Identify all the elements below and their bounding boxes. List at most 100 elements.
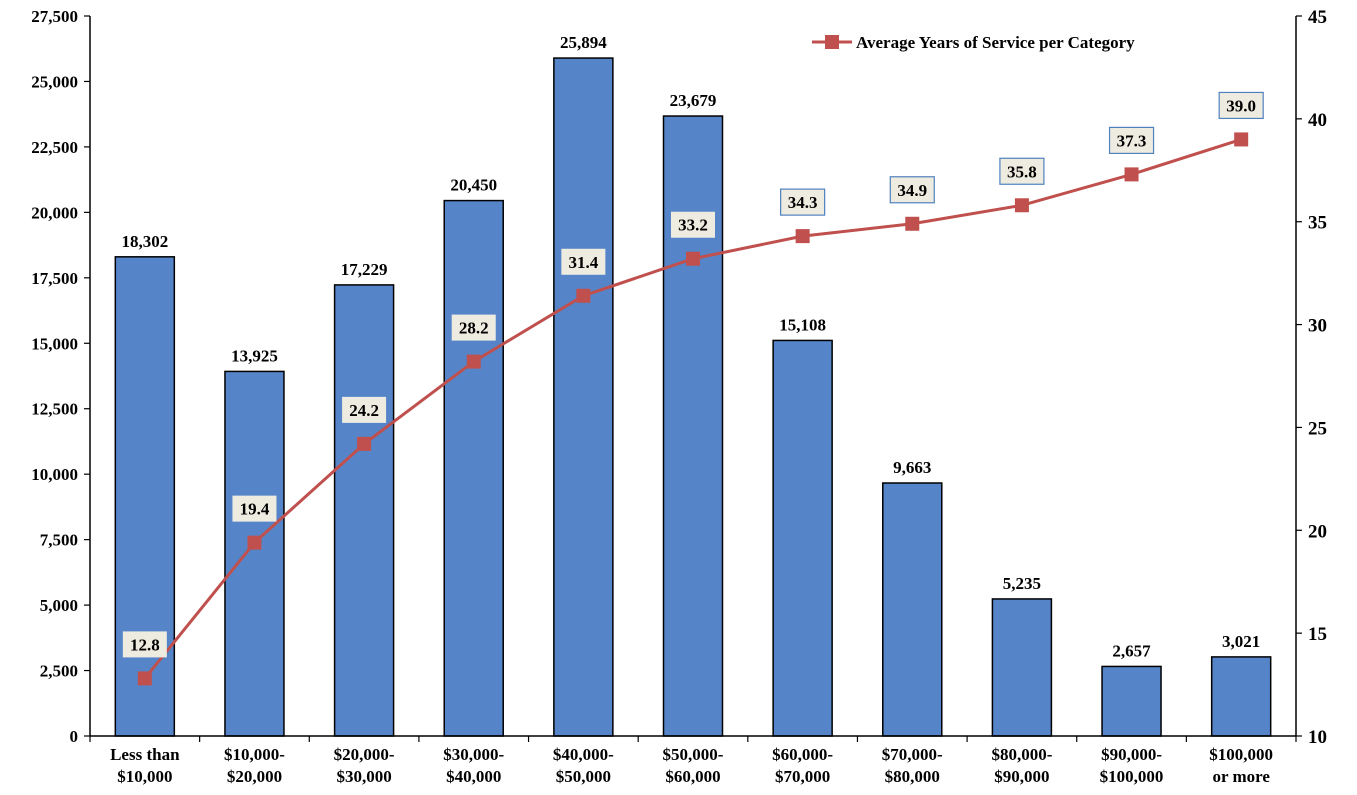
axes-layer: 0 2,500 5,000 7,500 10,000 12,500 15,000 17,500…	[31, 7, 1327, 786]
line-label-box	[780, 188, 826, 216]
right-tick-label: 45	[1308, 7, 1327, 28]
left-tick-label: 5,000	[40, 596, 78, 615]
right-tick-label: 30	[1308, 316, 1327, 337]
left-tick-label: 22,500	[31, 138, 78, 157]
line-marker	[795, 229, 810, 244]
category-label: $90,000	[994, 767, 1049, 786]
bar-value-label: 9,663	[893, 458, 931, 477]
category-label: $100,000	[1209, 745, 1273, 764]
category-label: $10,000	[117, 767, 172, 786]
bar-value-label: 20,450	[450, 176, 497, 195]
line-marker	[466, 354, 481, 369]
category-label: $30,000-	[443, 745, 504, 764]
category-label: $80,000-	[991, 745, 1052, 764]
line-value-label: 34.3	[788, 193, 818, 212]
bar	[1101, 665, 1162, 737]
right-tick-label: 20	[1308, 521, 1327, 542]
category-label: $70,000	[775, 767, 830, 786]
line-value-label: 33.2	[678, 216, 708, 235]
line-marker	[1014, 198, 1029, 213]
line-value-label: 28.2	[459, 319, 489, 338]
right-tick-label: 40	[1308, 110, 1327, 131]
bar	[333, 284, 395, 737]
line-marker	[247, 535, 262, 550]
left-tick-label: 25,000	[31, 72, 78, 91]
category-label: $80,000	[885, 767, 940, 786]
bar	[114, 256, 176, 737]
bar	[224, 370, 285, 737]
line-marker	[137, 671, 152, 686]
category-label: $40,000-	[553, 745, 614, 764]
line-label-box	[889, 176, 935, 204]
category-label: $60,000	[665, 767, 720, 786]
category-label: $30,000	[336, 767, 391, 786]
line-value-label: 34.9	[897, 181, 927, 200]
line-label-box	[1108, 126, 1155, 155]
left-tick-label: 17,500	[31, 269, 78, 288]
line-value-label: 19.4	[240, 500, 270, 519]
line-marker	[686, 251, 700, 266]
line-label-box	[999, 157, 1045, 185]
bar-value-label: 15,108	[779, 315, 826, 334]
left-tick-label: 15,000	[31, 334, 78, 353]
left-tick-label: 20,000	[31, 203, 78, 222]
line-value-label: 31.4	[568, 253, 598, 272]
line-value-label: 37.3	[1117, 131, 1147, 150]
bar	[991, 598, 1053, 737]
bar-value-label: 2,657	[1112, 641, 1151, 660]
line-marker	[1234, 132, 1249, 147]
bar	[443, 199, 504, 737]
bar	[1210, 656, 1272, 737]
category-label: $10,000-	[224, 745, 285, 764]
line-label-box	[671, 211, 715, 238]
left-tick-label: 12,500	[31, 400, 78, 419]
line-label-box	[342, 396, 387, 423]
line-marker	[576, 288, 591, 303]
legend: Average Years of Service per Category	[812, 33, 1135, 52]
line-marker	[357, 436, 372, 451]
category-label: $90,000-	[1101, 745, 1162, 764]
left-tick-label: 0	[70, 727, 79, 746]
line-marker	[905, 216, 920, 231]
bars-layer	[114, 57, 1272, 737]
bar-value-label: 13,925	[231, 346, 278, 365]
category-label: $20,000	[227, 767, 282, 786]
category-label: $40,000	[446, 767, 501, 786]
category-label: Less than	[110, 745, 180, 764]
bar	[662, 115, 724, 737]
bar-value-label: 25,894	[560, 33, 607, 52]
line-label-box	[122, 631, 167, 658]
line-label-box	[561, 248, 606, 275]
bar	[772, 339, 833, 737]
bar-value-label: 23,679	[670, 91, 717, 110]
category-label: $100,000	[1100, 767, 1164, 786]
left-tick-label: 2,500	[40, 662, 78, 681]
category-label: $60,000-	[772, 745, 833, 764]
left-tick-label: 27,500	[31, 7, 78, 26]
category-label: $20,000-	[334, 745, 395, 764]
line-marker	[1124, 167, 1139, 182]
category-label: $50,000-	[663, 745, 724, 764]
line-value-label: 12.8	[130, 635, 160, 654]
right-tick-label: 25	[1308, 418, 1327, 439]
line-label-box	[1218, 91, 1264, 120]
legend-marker-swatch	[825, 35, 839, 49]
bar-value-label: 18,302	[121, 232, 168, 251]
left-tick-label: 7,500	[40, 531, 78, 550]
line-value-label: 35.8	[1007, 162, 1037, 181]
line-value-label: 24.2	[349, 401, 379, 420]
bar	[553, 57, 614, 737]
bar	[882, 482, 943, 737]
category-label: or more	[1212, 767, 1270, 786]
left-tick-label: 10,000	[31, 465, 78, 484]
bar-value-label: 5,235	[1003, 574, 1041, 593]
labels-layer: 18,302 13,925 17,229 20,450 25,894 23,679 15,1…	[121, 33, 1264, 660]
legend-label: Average Years of Service per Category	[856, 33, 1135, 52]
line-label-box	[451, 314, 496, 341]
category-label: $50,000	[556, 767, 611, 786]
right-tick-label: 15	[1308, 624, 1327, 645]
line-label-box	[232, 495, 277, 522]
right-tick-label: 35	[1308, 213, 1327, 234]
right-tick-label: 10	[1308, 727, 1327, 748]
